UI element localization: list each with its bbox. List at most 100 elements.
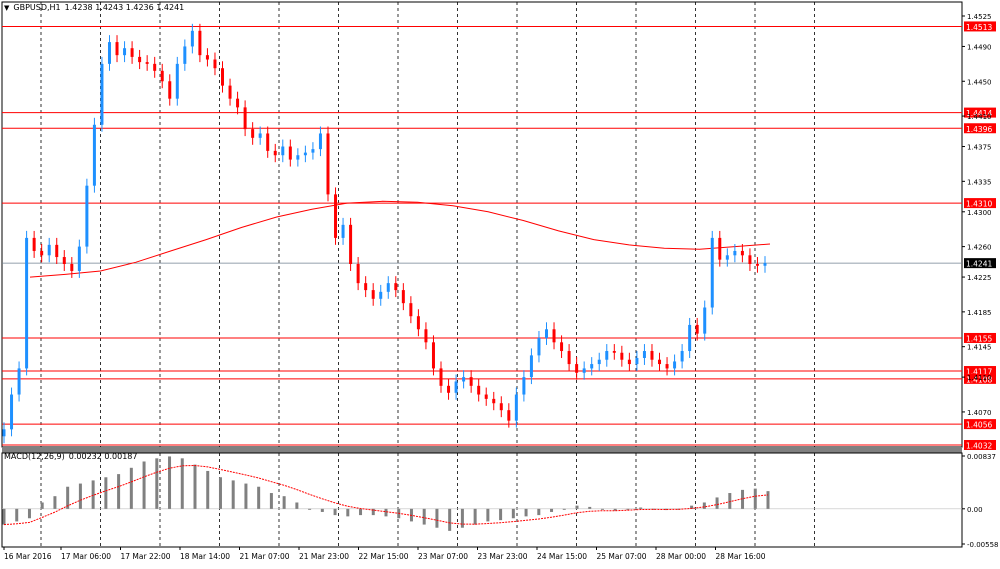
macd-bar xyxy=(473,508,477,525)
macd-bar xyxy=(180,458,184,509)
macd-bar xyxy=(282,496,286,509)
macd-bar xyxy=(537,508,541,516)
time-tick-label: 21 Mar 23:00 xyxy=(299,552,349,561)
candle-body xyxy=(424,329,428,343)
price-tick-label: 1.4490 xyxy=(967,43,992,51)
price-pane-frame xyxy=(1,1,963,448)
macd-bar xyxy=(511,508,515,519)
candle-body xyxy=(92,124,96,186)
macd-bar xyxy=(639,507,643,509)
macd-bar xyxy=(422,508,426,525)
current-price-label: 1.4241 xyxy=(966,260,992,269)
macd-bar xyxy=(257,486,261,509)
macd-bar xyxy=(231,480,235,509)
level-label: 1.4310 xyxy=(966,200,992,209)
candle-body xyxy=(416,316,420,330)
macd-pane-frame xyxy=(1,452,963,548)
macd-bar xyxy=(550,508,554,512)
candle-body xyxy=(32,237,36,251)
macd-bar xyxy=(435,508,439,528)
candle-body xyxy=(25,237,29,369)
candle-body xyxy=(183,46,187,64)
time-tick-label: 17 Mar 22:00 xyxy=(121,552,171,561)
macd-bar xyxy=(193,464,197,509)
macd-bar xyxy=(53,496,57,509)
macd-tick-label: 0.00837 xyxy=(967,453,996,461)
macd-bar xyxy=(600,508,604,510)
candle-body xyxy=(198,30,202,56)
ohlc-values: 1.4238 1.4243 1.4236 1.4241 xyxy=(64,3,185,12)
macd-bar xyxy=(562,508,566,510)
current-price-bg xyxy=(964,258,996,269)
macd-bar xyxy=(715,497,719,509)
candle-body xyxy=(130,48,134,57)
macd-bar xyxy=(741,489,745,509)
macd-tick-label: 0.00 xyxy=(967,506,983,514)
price-tick-label: 1.4375 xyxy=(967,144,992,152)
pane-separator xyxy=(2,447,962,453)
price-tick-label: 1.4070 xyxy=(967,409,992,417)
candle-body xyxy=(658,359,662,365)
level-label-bg xyxy=(964,373,996,384)
time-tick-label: 18 Mar 14:00 xyxy=(180,552,230,561)
candle-body xyxy=(484,394,488,399)
macd-bar xyxy=(664,508,668,511)
candle-body xyxy=(703,307,707,334)
price-tick-label: 1.4110 xyxy=(967,374,992,382)
macd-bar xyxy=(524,508,528,517)
candle-body xyxy=(205,55,209,60)
price-tick-label: 1.4410 xyxy=(967,113,992,121)
macd-bar xyxy=(218,477,222,509)
candle-body xyxy=(386,283,390,292)
candle-body xyxy=(733,250,737,256)
macd-bar xyxy=(384,508,388,517)
macd-tick-label: -0.00558 xyxy=(967,541,998,549)
candle-body xyxy=(115,42,119,56)
price-tick-label: 1.4300 xyxy=(967,209,992,217)
candle-body xyxy=(567,351,571,365)
candle-body xyxy=(725,255,729,260)
candle-body xyxy=(597,359,601,365)
candle-body xyxy=(288,146,292,160)
candle-body xyxy=(55,244,59,258)
candle-body xyxy=(590,364,594,369)
candle-body xyxy=(349,224,353,265)
candle-body xyxy=(296,155,300,160)
candle-body xyxy=(40,250,44,256)
candle-body xyxy=(552,329,556,343)
candle-body xyxy=(273,150,277,156)
candle-body xyxy=(755,264,759,266)
macd-bar xyxy=(117,474,121,509)
candle-body xyxy=(258,133,262,138)
macd-header: MACD(12,26,9) 0.00232 0.00187 xyxy=(4,452,137,461)
candle-body xyxy=(575,364,579,373)
time-tick-label: 24 Mar 15:00 xyxy=(537,552,587,561)
level-label: 1.4117 xyxy=(966,368,992,377)
candle-body xyxy=(650,351,654,360)
candle-body xyxy=(153,63,157,71)
time-tick-label: 21 Mar 07:00 xyxy=(240,552,290,561)
time-tick-label: 25 Mar 07:00 xyxy=(597,552,647,561)
macd-bar xyxy=(155,458,159,509)
candle-body xyxy=(688,324,692,352)
candle-body xyxy=(85,185,89,247)
candle-body xyxy=(341,224,345,238)
macd-bar xyxy=(486,508,490,522)
triangle-down-icon[interactable]: ▼ xyxy=(4,3,10,12)
price-tick-label: 1.4145 xyxy=(967,344,992,352)
candle-body xyxy=(507,410,511,421)
macd-bar xyxy=(575,505,579,509)
candle-body xyxy=(77,246,81,271)
level-label: 1.4108 xyxy=(966,375,992,384)
macd-bar xyxy=(626,508,630,510)
candle-body xyxy=(763,263,767,266)
candle-body xyxy=(266,133,270,151)
macd-bar xyxy=(78,483,82,509)
candle-body xyxy=(673,361,677,369)
candle-body xyxy=(469,377,473,386)
candle-body xyxy=(190,30,194,47)
macd-bar xyxy=(359,508,363,516)
candle-body xyxy=(326,133,330,195)
